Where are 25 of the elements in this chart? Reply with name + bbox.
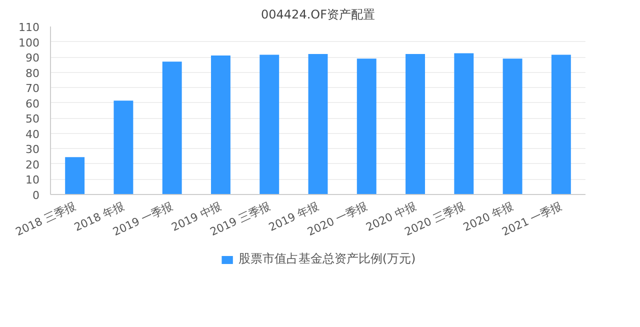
y-tick-label: 50 [26, 112, 40, 126]
y-tick-label: 110 [18, 21, 40, 34]
bar [260, 54, 280, 194]
y-tick-label: 70 [26, 82, 40, 96]
bar [502, 58, 522, 194]
y-tick-label: 0 [32, 189, 40, 202]
bar [211, 56, 230, 194]
bar [65, 157, 85, 194]
bar [406, 54, 425, 194]
legend-label: 股票市值占基金总资产比例(万元) [238, 250, 416, 268]
y-tick-label: 20 [26, 158, 40, 172]
y-tick-label: 10 [26, 174, 40, 187]
bar [356, 58, 376, 194]
chart-title: 004424.OF资产配置 [261, 8, 375, 22]
bar [551, 54, 571, 194]
bar [308, 54, 328, 194]
y-tick-label: 90 [26, 52, 40, 65]
y-tick-label: 60 [26, 97, 40, 110]
bar [454, 53, 474, 194]
bar [114, 100, 134, 194]
bar [162, 62, 182, 194]
y-tick-label: 100 [18, 36, 40, 50]
y-tick-label: 40 [26, 128, 40, 141]
y-tick-label: 80 [26, 66, 40, 80]
y-tick-label: 30 [26, 143, 40, 156]
